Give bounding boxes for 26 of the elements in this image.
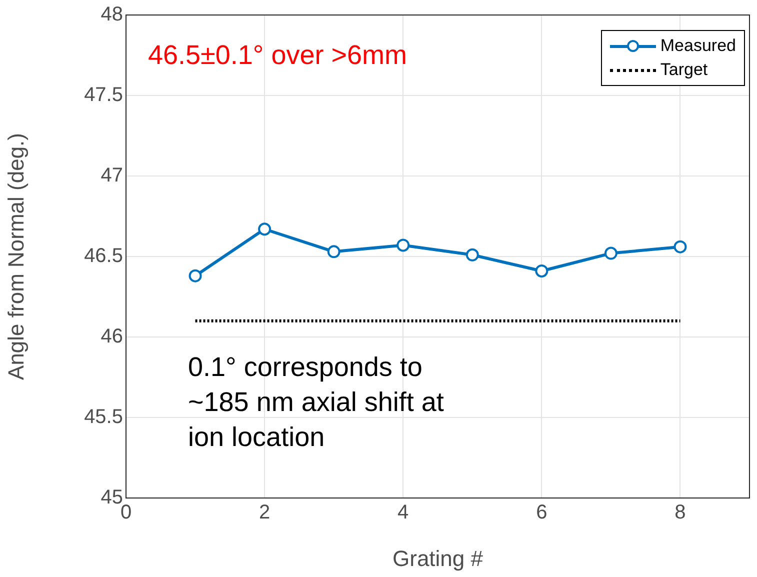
- point: [535, 264, 548, 278]
- y-tick-label: 46.5: [84, 245, 123, 268]
- y-tick-label: 47: [100, 164, 123, 187]
- x-tick-label: 0: [120, 502, 132, 524]
- point: [604, 246, 618, 260]
- point: [396, 238, 410, 252]
- point: [674, 240, 687, 254]
- y-tick-label: 48: [100, 4, 123, 26]
- x-tick-label: 4: [398, 502, 409, 524]
- legend-label: Measured: [660, 36, 736, 56]
- annotation: 0.1° corresponds to ~185 nm axial shift at ion location: [188, 351, 445, 454]
- legend-label: Target: [660, 60, 708, 80]
- y-tick-label: 47.5: [84, 84, 123, 106]
- point: [258, 222, 272, 236]
- x-axis-title: Grating #: [392, 546, 484, 571]
- point: [327, 245, 340, 258]
- annotation: 46.5±0.1° over >6mm: [148, 39, 408, 72]
- y-tick-label: 46: [100, 326, 123, 348]
- y-tick-label: 45: [100, 486, 123, 509]
- x-tick-label: 2: [258, 502, 270, 524]
- x-tick-label: 8: [674, 502, 686, 524]
- y-axis-title: Angle from Normal (deg.): [3, 133, 28, 380]
- point: [466, 248, 479, 262]
- x-tick-label: 6: [536, 502, 548, 524]
- y-tick-label: 45.5: [84, 406, 123, 428]
- point: [188, 269, 202, 282]
